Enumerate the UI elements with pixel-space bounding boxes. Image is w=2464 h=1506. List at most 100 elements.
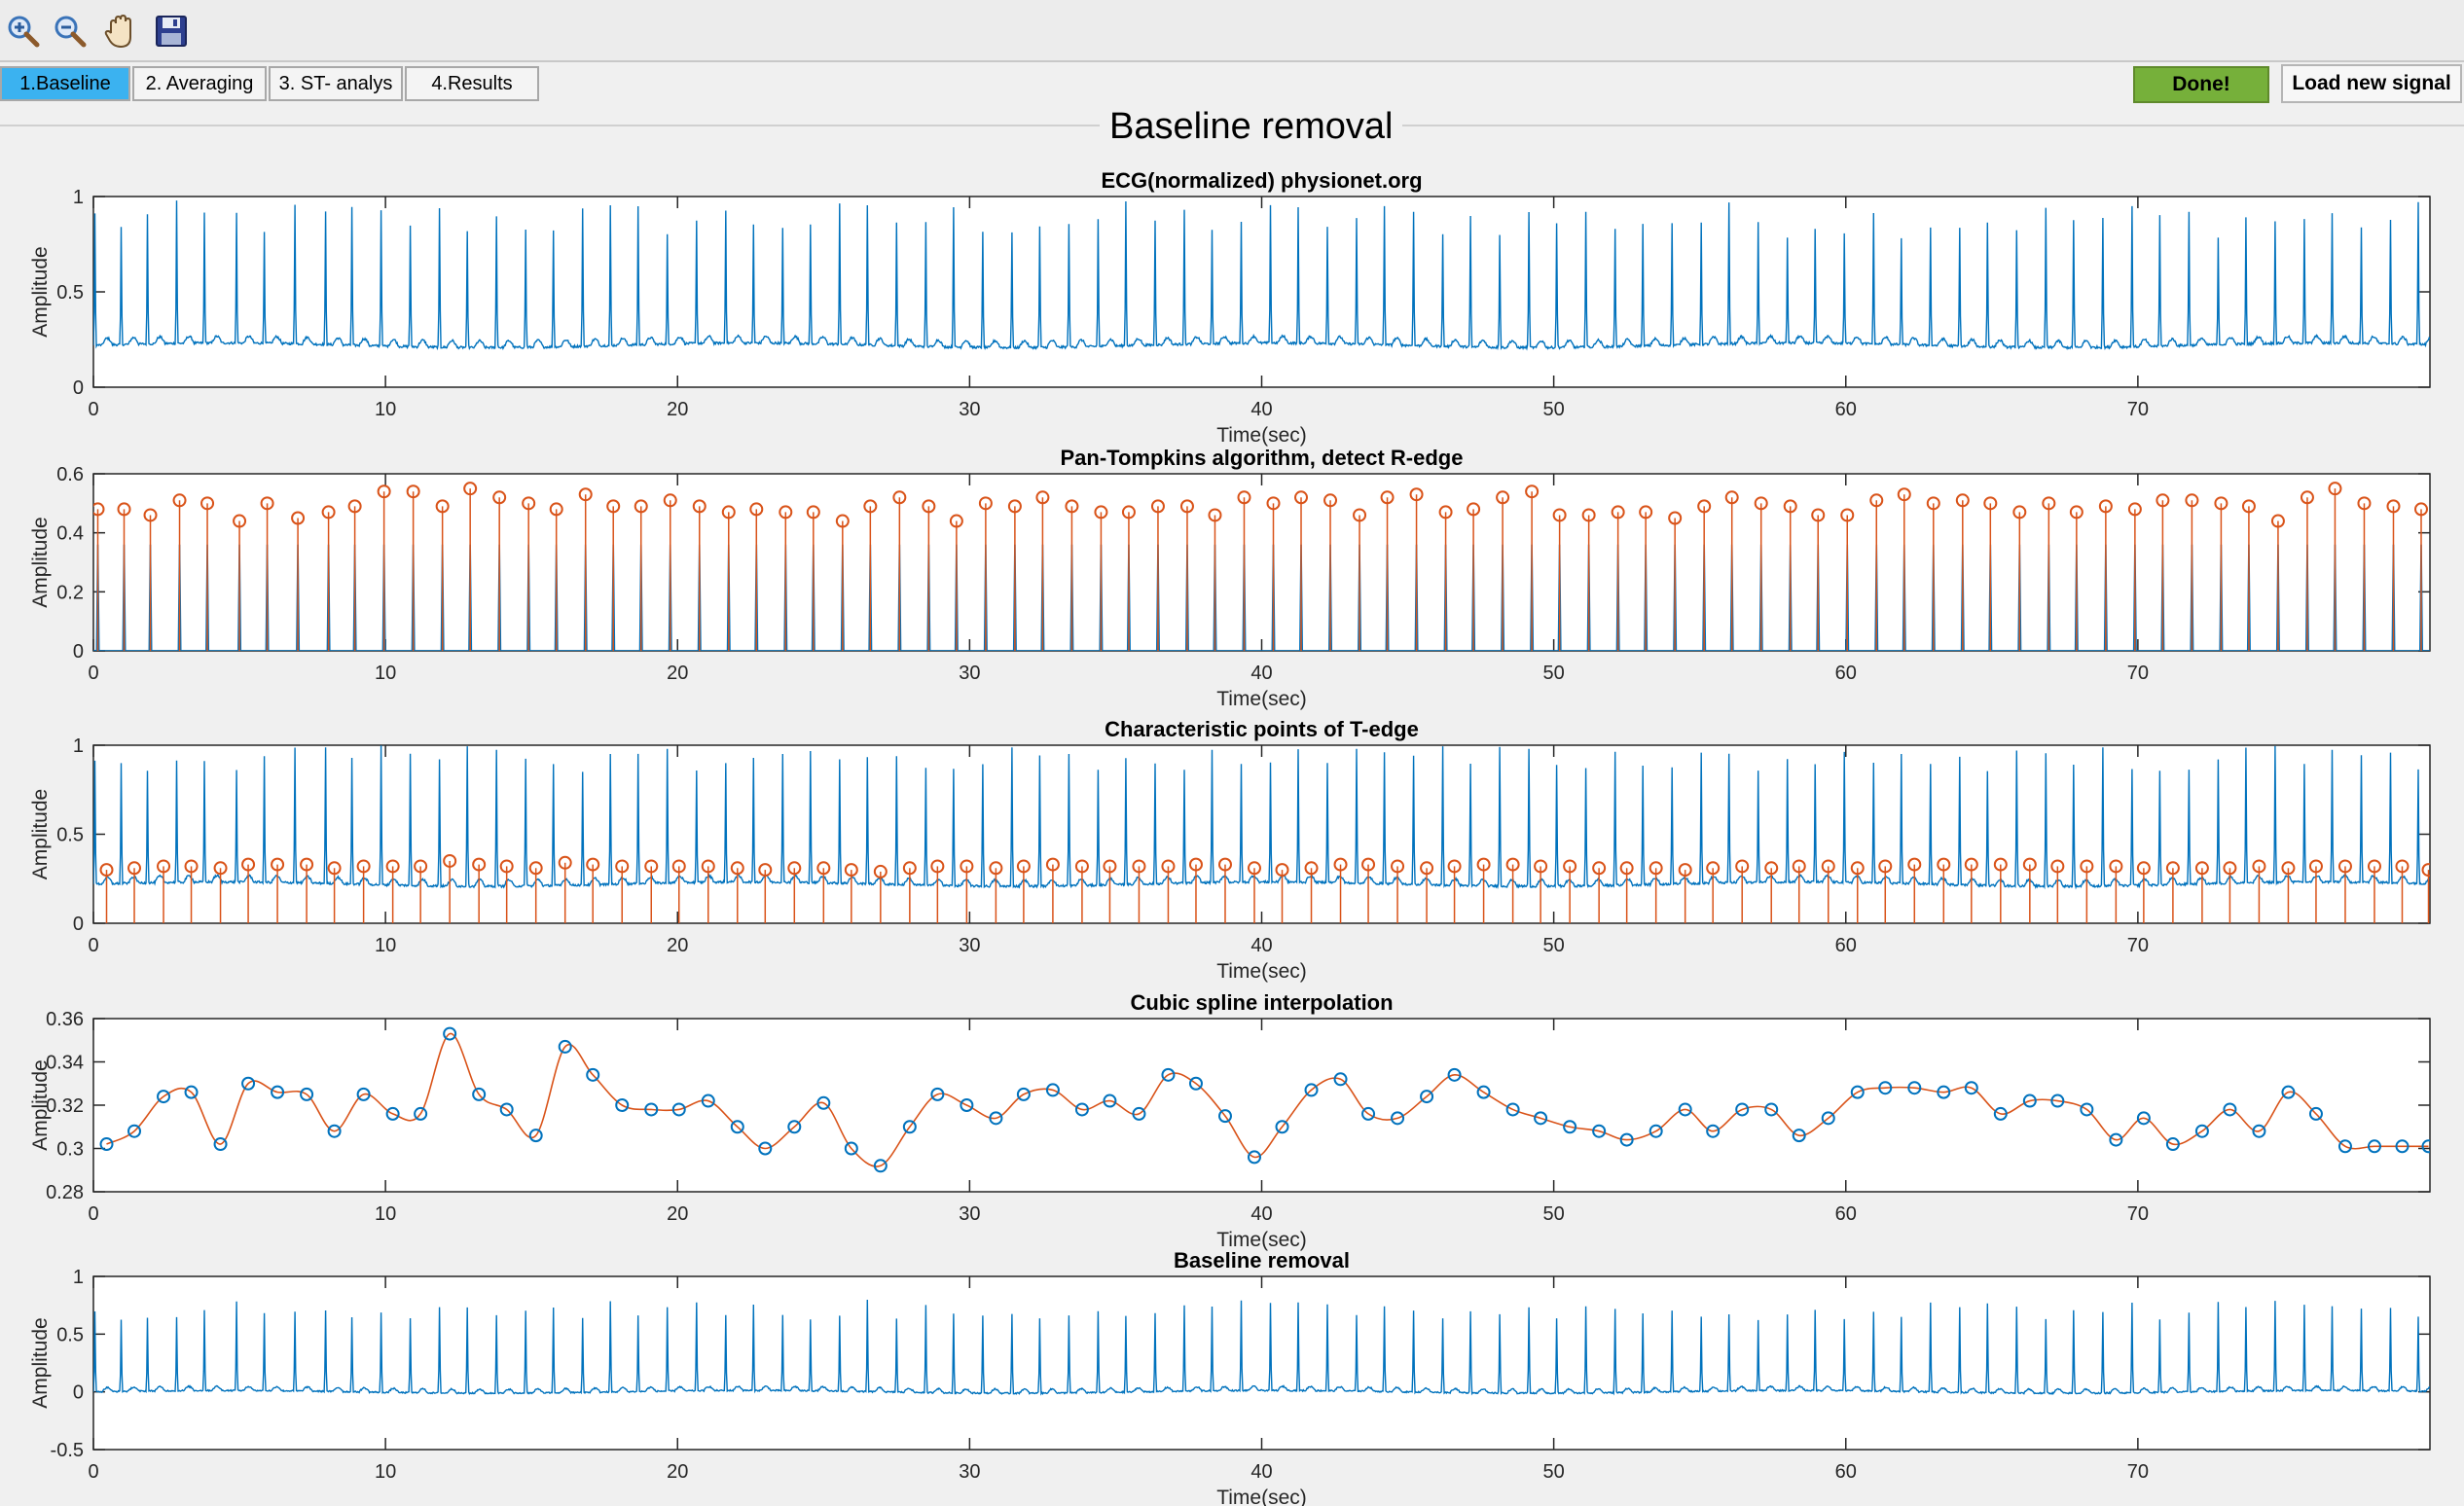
- stem-marker: [93, 502, 105, 517]
- spline-point: [2395, 1139, 2410, 1154]
- stem-marker: [157, 859, 171, 874]
- spline-point: [816, 1095, 831, 1110]
- spline-point: [356, 1087, 371, 1101]
- stem-marker: [2069, 505, 2084, 520]
- plot-content: [93, 1299, 2430, 1396]
- spline-point: [184, 1085, 199, 1099]
- stem-marker: [1150, 499, 1165, 514]
- spline-point: [1937, 1085, 1951, 1099]
- spline-point: [1706, 1124, 1721, 1138]
- spline-point: [960, 1098, 974, 1112]
- x-tick-label: 10: [375, 399, 396, 420]
- x-axis-label: Time(sec): [1216, 960, 1307, 983]
- done-button[interactable]: Done!: [2133, 66, 2269, 103]
- load-new-signal-button[interactable]: Load new signal: [2281, 64, 2462, 103]
- stem-marker: [978, 496, 993, 511]
- stem-marker: [701, 859, 715, 874]
- spline-point: [1045, 1083, 1060, 1097]
- stem-marker: [1592, 861, 1607, 876]
- spline-point: [528, 1129, 543, 1143]
- x-tick-label: 0: [88, 1461, 98, 1483]
- stem-marker: [1035, 490, 1050, 505]
- stem-marker: [1697, 499, 1712, 514]
- spline-point: [327, 1124, 342, 1138]
- stem-marker: [1955, 493, 1970, 508]
- stem-marker: [1840, 508, 1855, 522]
- y-tick-label: 0.3: [56, 1139, 84, 1161]
- stem-marker: [2223, 861, 2237, 876]
- stem-marker: [1045, 857, 1060, 872]
- stem-marker: [2136, 861, 2151, 876]
- stem-marker: [2421, 863, 2430, 878]
- tab-averaging[interactable]: 2. Averaging: [132, 66, 267, 101]
- chart-2: 0 10 20 30 40 50 60 70 0 0.2 0.4 0.6 Pan-Tompkins al…: [29, 446, 2431, 710]
- stem-marker: [1247, 861, 1261, 876]
- x-tick-label: 20: [667, 1203, 688, 1225]
- x-axis-label: Time(sec): [1216, 1487, 1307, 1506]
- stem-marker: [1907, 857, 1922, 872]
- x-tick-label: 20: [667, 399, 688, 420]
- x-axis-label: Time(sec): [1216, 1229, 1307, 1251]
- stem-marker: [2357, 496, 2372, 511]
- spline-point: [671, 1102, 686, 1117]
- stem-marker: [213, 861, 228, 876]
- pan-hand-icon[interactable]: [101, 12, 140, 51]
- spline-point: [1447, 1067, 1462, 1082]
- stem-marker: [1983, 496, 1998, 511]
- spline-point: [1878, 1081, 1893, 1095]
- stem-marker: [1103, 859, 1117, 874]
- tab-baseline[interactable]: 1.Baseline: [0, 66, 130, 101]
- spline-point: [1161, 1067, 1176, 1082]
- ecg-signal-line: [93, 1299, 2430, 1396]
- stem-marker: [1937, 857, 1951, 872]
- x-tick-label: 70: [2127, 1203, 2149, 1225]
- tab-bar: 1.Baseline 2. Averaging 3. ST- analys 4.…: [0, 62, 2464, 105]
- stem-marker: [1353, 508, 1367, 522]
- chart-4: 0 10 20 30 40 50 60 70 0.28 0.3 0.32 0.34 0.36 Cubic …: [29, 990, 2431, 1251]
- x-tick-label: 40: [1250, 399, 1272, 420]
- y-axis-label: Amplitude: [29, 789, 52, 879]
- chart-title: Characteristic points of T-edge: [1105, 717, 1419, 741]
- spline-point: [1016, 1087, 1031, 1101]
- stem-marker: [1706, 861, 1721, 876]
- spline-point: [1649, 1124, 1663, 1138]
- spline-point: [2281, 1085, 2296, 1099]
- x-tick-label: 50: [1543, 935, 1565, 956]
- zoom-in-icon[interactable]: [4, 12, 43, 51]
- y-tick-label: 0.6: [56, 464, 84, 485]
- spline-point: [385, 1106, 400, 1121]
- tab-results[interactable]: 4.Results: [405, 66, 539, 101]
- save-disk-icon[interactable]: [152, 12, 191, 51]
- stem-marker: [472, 857, 487, 872]
- spline-point: [1850, 1085, 1865, 1099]
- stem-marker: [1266, 496, 1281, 511]
- spline-point: [758, 1141, 773, 1156]
- spline-point: [2337, 1139, 2352, 1154]
- stem-marker: [1926, 496, 1940, 511]
- y-tick-label: 1: [73, 187, 84, 208]
- x-tick-label: 50: [1543, 1461, 1565, 1483]
- stem-marker: [2300, 490, 2314, 505]
- stem-marker: [1811, 508, 1826, 522]
- y-tick-label: 0.2: [56, 582, 84, 603]
- stem-marker: [692, 499, 707, 514]
- spline-point: [1505, 1102, 1520, 1117]
- spline-point: [873, 1159, 888, 1173]
- stem-marker: [1217, 857, 1232, 872]
- spline-point: [1188, 1076, 1203, 1091]
- zoom-out-icon[interactable]: [51, 12, 90, 51]
- spline-curve: [106, 1032, 2429, 1167]
- x-tick-label: 60: [1835, 1461, 1857, 1483]
- y-axis-label: Amplitude: [29, 246, 52, 337]
- stem-marker: [117, 502, 131, 517]
- spline-point: [300, 1087, 314, 1101]
- x-tick-label: 20: [667, 663, 688, 684]
- axes-box: [92, 196, 2431, 388]
- spline-point: [1678, 1102, 1692, 1117]
- stem-marker: [2042, 496, 2056, 511]
- stem-marker: [2395, 859, 2410, 874]
- spline-point: [2136, 1111, 2151, 1126]
- tab-st-analysis[interactable]: 3. ST- analys: [269, 66, 403, 101]
- stem-marker: [1534, 859, 1548, 874]
- stem-marker: [1964, 857, 1978, 872]
